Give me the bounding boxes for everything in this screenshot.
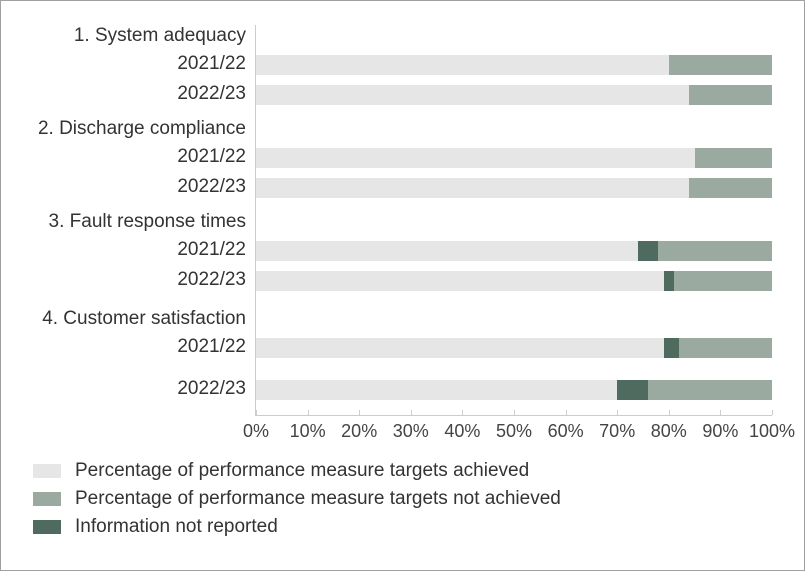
x-tick-label: 100% bbox=[749, 421, 795, 442]
year-label: 2021/22 bbox=[177, 336, 256, 358]
bar-segment-not_achieved bbox=[679, 338, 772, 358]
year-label: 2021/22 bbox=[177, 53, 256, 75]
bar-segment-achieved bbox=[256, 380, 617, 400]
bar-row bbox=[256, 55, 772, 75]
x-tick-label: 10% bbox=[290, 421, 326, 442]
bar-row bbox=[256, 338, 772, 358]
bar-row bbox=[256, 178, 772, 198]
bar-segment-not_achieved bbox=[689, 85, 772, 105]
x-tick-label: 70% bbox=[599, 421, 635, 442]
bar-segment-achieved bbox=[256, 55, 669, 75]
bar-row bbox=[256, 380, 772, 400]
legend-item: Percentage of performance measure target… bbox=[33, 488, 772, 510]
year-label: 2022/23 bbox=[177, 269, 256, 291]
bar-segment-achieved bbox=[256, 271, 664, 291]
legend-label: Percentage of performance measure target… bbox=[75, 460, 529, 482]
bar-segment-not_reported bbox=[664, 271, 674, 291]
legend-label: Percentage of performance measure target… bbox=[75, 488, 561, 510]
bar-row bbox=[256, 271, 772, 291]
year-label: 2021/22 bbox=[177, 239, 256, 261]
legend-item: Information not reported bbox=[33, 516, 772, 538]
group-label: 2. Discharge compliance bbox=[38, 118, 256, 140]
bar-segment-not_reported bbox=[638, 241, 659, 261]
chart-plot-area: 0%10%20%30%40%50%60%70%80%90%100%1. Syst… bbox=[255, 25, 772, 416]
bar-segment-achieved bbox=[256, 148, 695, 168]
bar-segment-not_achieved bbox=[695, 148, 772, 168]
chart-legend: Percentage of performance measure target… bbox=[33, 460, 772, 538]
bar-segment-not_achieved bbox=[674, 271, 772, 291]
legend-item: Percentage of performance measure target… bbox=[33, 460, 772, 482]
group-label: 1. System adequacy bbox=[74, 25, 256, 47]
x-tick-label: 60% bbox=[548, 421, 584, 442]
legend-swatch bbox=[33, 464, 61, 478]
x-tick-label: 90% bbox=[702, 421, 738, 442]
bar-segment-not_reported bbox=[664, 338, 679, 358]
year-label: 2022/23 bbox=[177, 176, 256, 198]
legend-swatch bbox=[33, 520, 61, 534]
bar-segment-not_achieved bbox=[648, 380, 772, 400]
bar-row bbox=[256, 85, 772, 105]
year-label: 2022/23 bbox=[177, 83, 256, 105]
year-label: 2022/23 bbox=[177, 378, 256, 400]
x-tick-label: 80% bbox=[651, 421, 687, 442]
year-label: 2021/22 bbox=[177, 146, 256, 168]
x-tick-label: 40% bbox=[444, 421, 480, 442]
bar-segment-not_achieved bbox=[669, 55, 772, 75]
group-label: 4. Customer satisfaction bbox=[42, 308, 256, 330]
bar-segment-not_achieved bbox=[689, 178, 772, 198]
legend-label: Information not reported bbox=[75, 516, 278, 538]
x-tick-label: 30% bbox=[393, 421, 429, 442]
bar-row bbox=[256, 148, 772, 168]
legend-swatch bbox=[33, 492, 61, 506]
bar-segment-achieved bbox=[256, 178, 689, 198]
bar-row bbox=[256, 241, 772, 261]
chart-frame: 0% 10% 20% 30% 40% 50% 60% 70% 80% 90% 100% 1. Syst… bbox=[0, 0, 805, 571]
bar-segment-not_achieved bbox=[658, 241, 772, 261]
bar-segment-not_reported bbox=[617, 380, 648, 400]
x-tick-label: 50% bbox=[496, 421, 532, 442]
bar-segment-achieved bbox=[256, 338, 664, 358]
group-label: 3. Fault response times bbox=[49, 211, 256, 233]
x-tick-label: 20% bbox=[341, 421, 377, 442]
bar-segment-achieved bbox=[256, 241, 638, 261]
bar-segment-achieved bbox=[256, 85, 689, 105]
x-tick-label: 0% bbox=[243, 421, 269, 442]
